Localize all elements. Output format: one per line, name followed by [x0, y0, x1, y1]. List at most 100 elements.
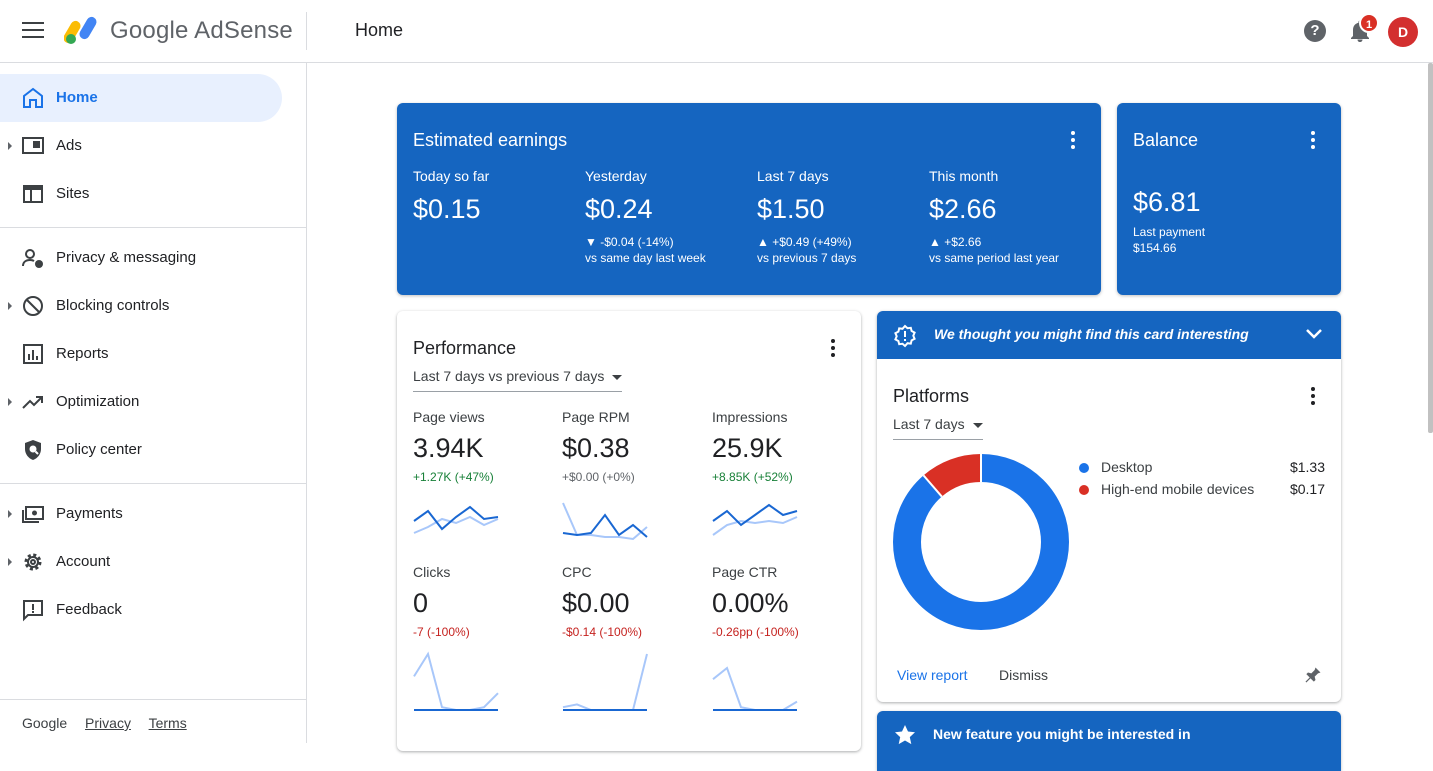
- sidebar-item-optimization[interactable]: Optimization: [0, 378, 282, 426]
- earnings-comparison: vs same period last year: [929, 251, 1060, 265]
- sidebar-item-payments[interactable]: Payments: [0, 490, 282, 538]
- earnings-change: ▲ +$2.66: [929, 235, 982, 249]
- more-vert-icon[interactable]: [1310, 131, 1316, 149]
- metric-value: 3.94K: [413, 433, 484, 463]
- earnings-label: Today so far: [413, 168, 490, 184]
- sidebar-item-ads[interactable]: Ads: [0, 122, 282, 170]
- sidebar-item-label: Sites: [56, 185, 90, 202]
- earnings-this-month: This month $2.66 ▲ +$2.66 vs same period…: [929, 168, 1099, 265]
- more-vert-icon[interactable]: [830, 339, 836, 357]
- sparkline-previous: [712, 666, 798, 711]
- google-footer-label: Google: [22, 715, 68, 731]
- metric-label: Impressions: [712, 409, 788, 425]
- sparkline-chart: [562, 653, 648, 711]
- sparkline-previous: [562, 653, 648, 711]
- sidebar-item-privacy[interactable]: Privacy & messaging: [0, 234, 282, 282]
- metric-impressions[interactable]: Impressions 25.9K +8.85K (+52%): [712, 409, 852, 536]
- legend-value: $0.17: [1289, 481, 1325, 497]
- sidebar-item-policy-center[interactable]: Policy center: [0, 426, 282, 474]
- legend-swatch: [1079, 463, 1089, 473]
- feedback-icon: [23, 600, 43, 622]
- sidebar-item-blocking[interactable]: Blocking controls: [0, 282, 282, 330]
- notification-badge: 1: [1359, 13, 1379, 33]
- expand-caret-icon: [8, 398, 12, 406]
- more-vert-icon[interactable]: [1310, 387, 1316, 405]
- sparkline-current: [413, 505, 499, 531]
- metric-label: Page views: [413, 409, 485, 425]
- last-payment-label: Last payment: [1133, 225, 1206, 239]
- main-content: Estimated earnings Today so far $0.15 Ye…: [307, 63, 1433, 771]
- metric-label: CPC: [562, 564, 592, 580]
- earnings-comparison: vs previous 7 days: [757, 251, 857, 265]
- donut-slice-separator: [922, 474, 943, 498]
- sparkline-previous: [413, 651, 499, 711]
- sidebar-footer: Google Privacy Terms: [22, 715, 201, 731]
- avatar[interactable]: D: [1388, 17, 1418, 47]
- new-feature-card[interactable]: New feature you might be interested in: [877, 711, 1341, 771]
- dropdown-arrow-icon: [972, 422, 983, 428]
- expand-caret-icon: [8, 142, 12, 150]
- metric-label: Page RPM: [562, 409, 630, 425]
- sidebar-divider: [0, 227, 306, 228]
- metric-cpc[interactable]: CPC $0.00 -$0.14 (-100%): [562, 564, 702, 711]
- sidebar-divider: [0, 699, 306, 700]
- metric-label: Page CTR: [712, 564, 778, 580]
- header-divider: [306, 12, 307, 50]
- metric-page-views[interactable]: Page views 3.94K +1.27K (+47%): [413, 409, 553, 534]
- top-app-bar: Google AdSense Home ? 1 D: [0, 0, 1433, 63]
- menu-icon[interactable]: [22, 22, 44, 40]
- chevron-down-icon[interactable]: [1305, 328, 1323, 340]
- sidebar-item-label: Optimization: [56, 393, 140, 410]
- sidebar-item-label: Blocking controls: [56, 297, 170, 314]
- sparkline-current: [712, 503, 798, 527]
- page-scrollbar[interactable]: [1428, 63, 1433, 433]
- sidebar-item-account[interactable]: Account: [0, 538, 282, 586]
- help-icon[interactable]: ?: [1304, 20, 1326, 42]
- trending-icon: [22, 396, 43, 409]
- expand-caret-icon: [8, 558, 12, 566]
- star-icon: [895, 725, 915, 745]
- suggestion-banner[interactable]: We thought you might find this card inte…: [877, 311, 1341, 359]
- earnings-change: ▲ +$0.49 (+49%): [757, 235, 852, 249]
- earnings-today: Today so far $0.15: [413, 168, 583, 225]
- sidebar-item-label: Policy center: [56, 441, 142, 458]
- metric-change: +8.85K (+52%): [712, 470, 793, 484]
- metric-page-ctr[interactable]: Page CTR 0.00% -0.26pp (-100%): [712, 564, 852, 711]
- donut-slice-desktop[interactable]: [893, 454, 1069, 630]
- date-range-dropdown[interactable]: Last 7 days vs previous 7 days: [413, 368, 623, 392]
- platforms-donut-chart: [893, 454, 1069, 630]
- card-title: Platforms: [893, 386, 970, 406]
- dismiss-button[interactable]: Dismiss: [999, 667, 1048, 683]
- metric-clicks[interactable]: Clicks 0 -7 (-100%): [413, 564, 553, 711]
- sparkline-current: [562, 513, 648, 538]
- badge-alert-icon: [894, 324, 916, 348]
- view-report-button[interactable]: View report: [897, 667, 968, 683]
- more-vert-icon[interactable]: [1070, 131, 1076, 149]
- date-range-label: Last 7 days vs previous 7 days: [413, 368, 605, 384]
- sidebar-item-sites[interactable]: Sites: [0, 170, 282, 218]
- metric-page-rpm[interactable]: Page RPM $0.38 +$0.00 (+0%): [562, 409, 702, 541]
- earnings-value: $2.66: [929, 194, 997, 224]
- metric-value: $0.38: [562, 433, 630, 463]
- estimated-earnings-card: Estimated earnings Today so far $0.15 Ye…: [397, 103, 1101, 295]
- block-icon: [23, 296, 43, 316]
- metric-change: -0.26pp (-100%): [712, 625, 799, 639]
- shield-icon: [25, 440, 41, 460]
- earnings-comparison: vs same day last week: [585, 251, 706, 265]
- page-title: Home: [355, 20, 404, 40]
- sidebar-item-home[interactable]: Home: [0, 74, 282, 122]
- terms-link[interactable]: Terms: [148, 715, 187, 731]
- earnings-label: Last 7 days: [757, 168, 829, 184]
- sidebar-item-label: Ads: [56, 137, 82, 154]
- sidebar-item-reports[interactable]: Reports: [0, 330, 282, 378]
- date-range-dropdown[interactable]: Last 7 days: [893, 416, 983, 440]
- brand-name: Google AdSense: [110, 17, 293, 44]
- privacy-link[interactable]: Privacy: [85, 715, 131, 731]
- sidebar-item-label: Privacy & messaging: [56, 249, 197, 266]
- home-icon: [23, 87, 43, 108]
- sidebar-item-label: Home: [56, 89, 98, 106]
- pin-icon[interactable]: [1303, 665, 1323, 685]
- last-payment-value: $154.66: [1133, 241, 1177, 255]
- sidebar-item-feedback[interactable]: Feedback: [0, 586, 282, 634]
- earnings-change: ▼ -$0.04 (-14%): [585, 235, 674, 249]
